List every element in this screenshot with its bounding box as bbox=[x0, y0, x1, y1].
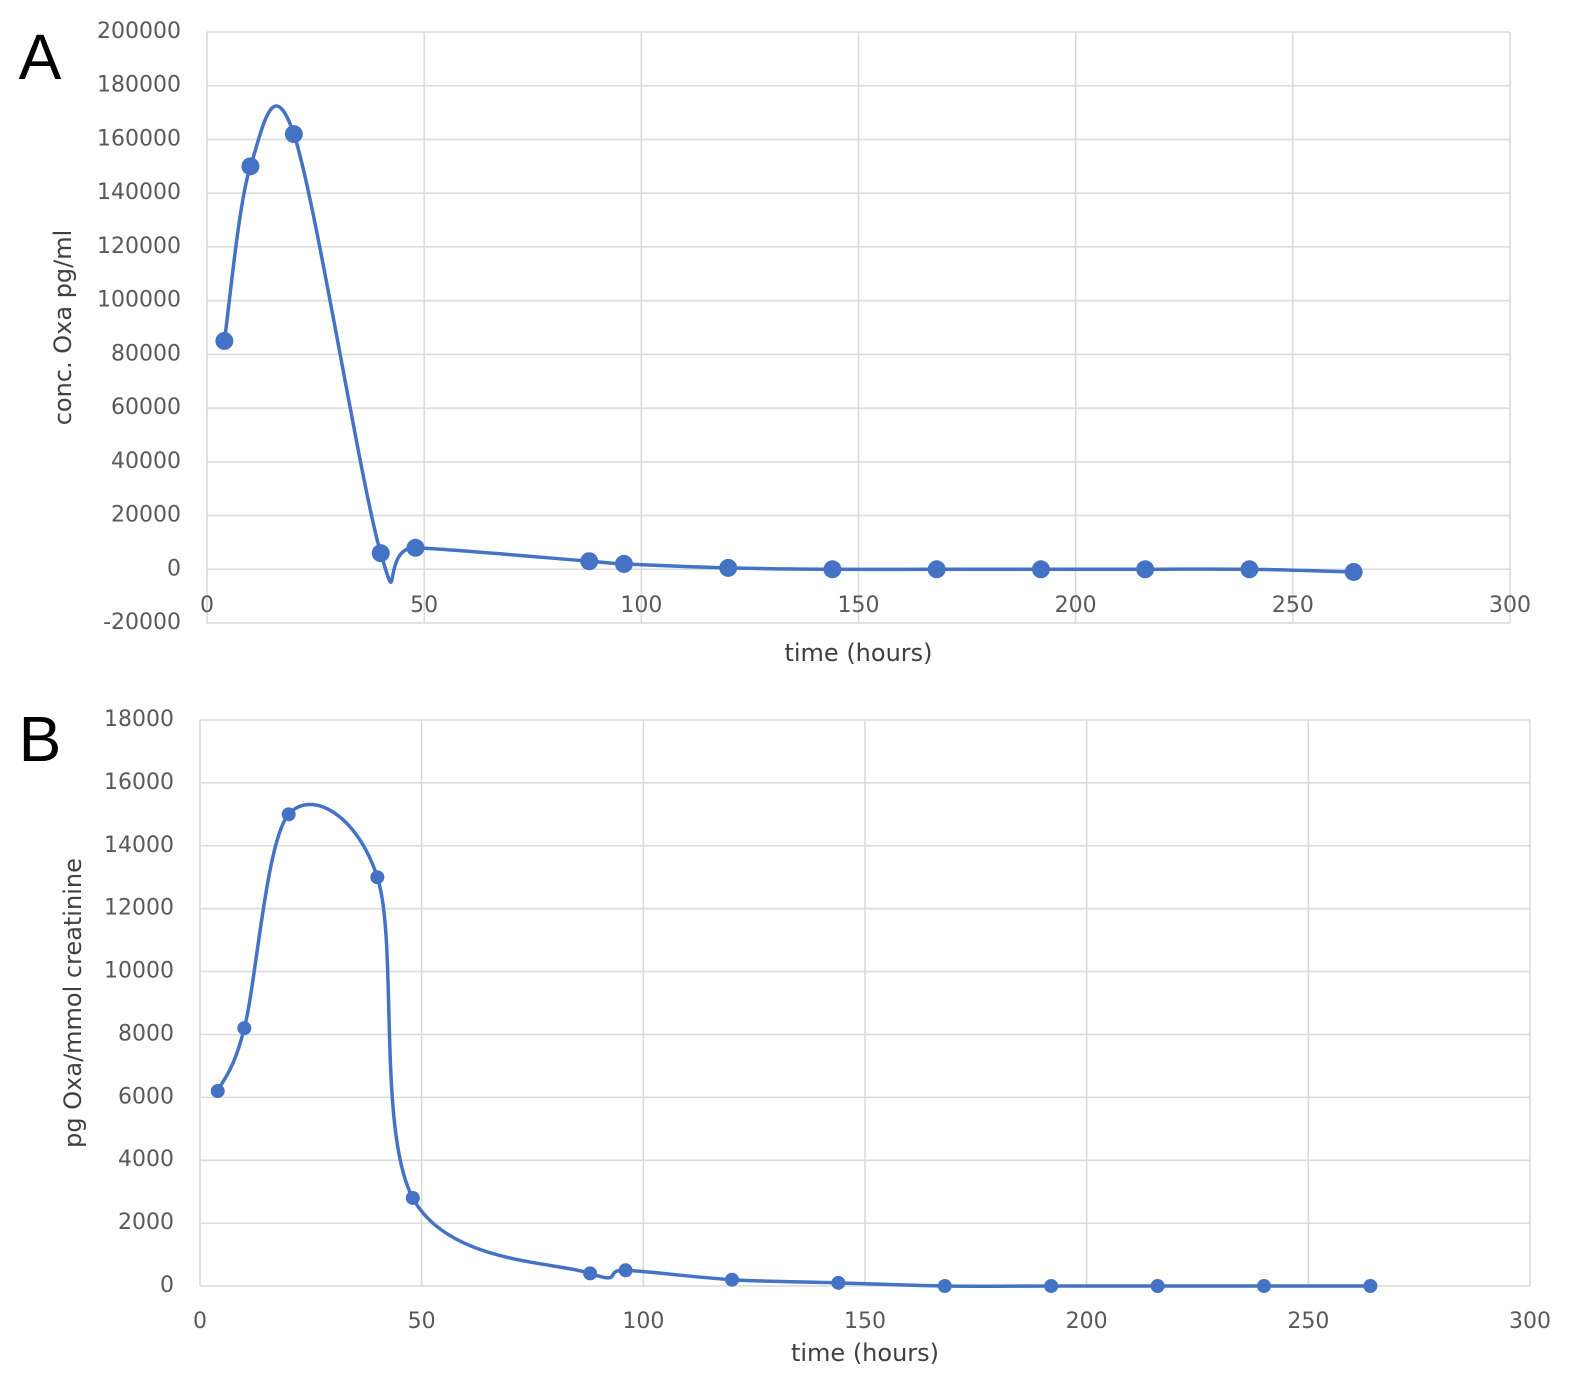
data-line bbox=[216, 802, 1371, 1288]
x-axis-title: time (hours) bbox=[784, 639, 932, 667]
x-tick-label: 150 bbox=[844, 1309, 886, 1334]
y-axis-title: pg Oxa/mmol creatinine bbox=[59, 858, 87, 1148]
x-tick-label: 200 bbox=[1066, 1309, 1108, 1334]
x-tick-label: 100 bbox=[622, 1309, 664, 1334]
y-tick-label: 180000 bbox=[97, 73, 181, 98]
data-point bbox=[823, 560, 842, 579]
y-tick-label: 20000 bbox=[111, 503, 181, 528]
y-tick-label: 0 bbox=[160, 1273, 174, 1298]
data-point bbox=[1044, 1279, 1059, 1293]
panel-label: B bbox=[19, 703, 62, 775]
data-line bbox=[222, 104, 1354, 584]
data-point bbox=[370, 870, 385, 885]
data-point bbox=[580, 552, 599, 571]
data-point bbox=[1344, 562, 1363, 581]
y-tick-label: -20000 bbox=[103, 610, 181, 635]
data-point bbox=[725, 1272, 739, 1287]
data-point bbox=[1031, 560, 1050, 579]
x-tick-label: 0 bbox=[200, 593, 214, 618]
data-point bbox=[406, 538, 425, 557]
y-tick-label: 12000 bbox=[104, 896, 174, 921]
y-tick-label: 2000 bbox=[118, 1210, 174, 1235]
y-tick-label: 8000 bbox=[118, 1021, 174, 1046]
data-point bbox=[405, 1190, 420, 1205]
data-point bbox=[937, 1279, 952, 1293]
x-tick-label: 300 bbox=[1509, 1309, 1551, 1334]
data-point bbox=[210, 1084, 225, 1099]
y-tick-label: 0 bbox=[167, 556, 181, 581]
y-tick-label: 16000 bbox=[104, 770, 174, 795]
data-point bbox=[1257, 1279, 1271, 1293]
y-tick-label: 120000 bbox=[97, 234, 181, 259]
y-tick-label: 10000 bbox=[104, 959, 174, 984]
y-tick-label: 14000 bbox=[104, 833, 174, 858]
y-tick-label: 60000 bbox=[111, 395, 181, 420]
x-axis-title: time (hours) bbox=[791, 1339, 939, 1367]
data-point bbox=[927, 560, 946, 579]
data-point bbox=[618, 1263, 633, 1278]
data-point bbox=[1150, 1279, 1165, 1293]
data-point bbox=[583, 1266, 598, 1281]
x-tick-label: 200 bbox=[1055, 593, 1097, 618]
y-tick-label: 6000 bbox=[118, 1084, 174, 1109]
data-point bbox=[241, 157, 260, 176]
y-tick-label: 160000 bbox=[97, 126, 181, 151]
data-point bbox=[1240, 560, 1259, 579]
y-tick-label: 80000 bbox=[111, 341, 181, 366]
data-point bbox=[215, 331, 234, 350]
y-tick-label: 100000 bbox=[97, 288, 181, 313]
y-tick-label: 18000 bbox=[104, 707, 174, 732]
data-point bbox=[831, 1275, 846, 1290]
y-tick-label: 140000 bbox=[97, 180, 181, 205]
data-point bbox=[719, 558, 738, 577]
x-tick-label: 0 bbox=[193, 1309, 207, 1334]
x-tick-label: 50 bbox=[410, 593, 438, 618]
y-tick-label: 4000 bbox=[118, 1147, 174, 1172]
data-point bbox=[237, 1021, 252, 1036]
data-point bbox=[1136, 560, 1155, 579]
y-axis-title: conc. Oxa pg/ml bbox=[49, 230, 77, 426]
x-tick-label: 50 bbox=[408, 1309, 436, 1334]
data-point bbox=[1363, 1279, 1378, 1293]
x-tick-label: 300 bbox=[1489, 593, 1531, 618]
data-point bbox=[614, 554, 633, 573]
y-tick-label: 200000 bbox=[97, 19, 181, 44]
x-tick-label: 150 bbox=[838, 593, 880, 618]
x-tick-label: 250 bbox=[1287, 1309, 1329, 1334]
y-tick-label: 40000 bbox=[111, 449, 181, 474]
data-point bbox=[284, 125, 303, 144]
panel-label: A bbox=[19, 21, 62, 93]
data-point bbox=[371, 544, 390, 563]
x-tick-label: 100 bbox=[620, 593, 662, 618]
data-point bbox=[281, 807, 296, 822]
x-tick-label: 250 bbox=[1272, 593, 1314, 618]
